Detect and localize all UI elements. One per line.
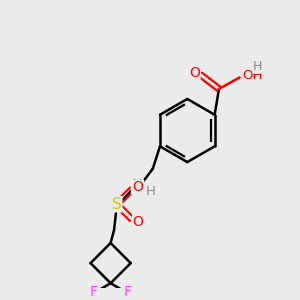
Text: O: O [189, 66, 200, 80]
Text: S: S [112, 197, 122, 212]
Text: H: H [253, 60, 262, 73]
Text: F: F [124, 285, 132, 299]
Text: H: H [146, 185, 156, 198]
Text: F: F [89, 285, 98, 299]
Text: O: O [133, 180, 144, 194]
Text: OH: OH [242, 69, 262, 82]
Text: N: N [132, 179, 142, 194]
Text: O: O [133, 214, 144, 229]
